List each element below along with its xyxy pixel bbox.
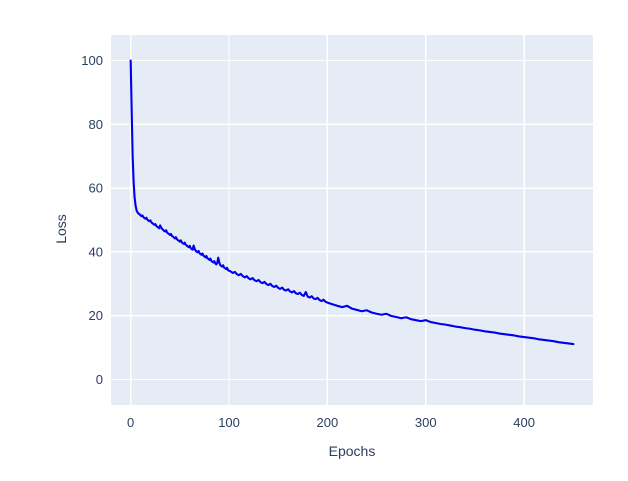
y-tick-label: 100 xyxy=(81,53,103,68)
y-gridlines xyxy=(111,59,593,381)
y-tick-label: 20 xyxy=(89,308,103,323)
y-tick-label: 60 xyxy=(89,181,103,196)
y-tick-label: 40 xyxy=(89,244,103,259)
x-gridlines xyxy=(129,35,525,405)
x-tick-label: 100 xyxy=(218,415,240,430)
x-tick-label: 400 xyxy=(513,415,535,430)
x-axis-tick-labels: 0 100 200 300 400 xyxy=(127,415,535,430)
loss-series-line xyxy=(129,59,575,346)
y-axis-title: Loss xyxy=(53,214,69,244)
x-tick-label: 200 xyxy=(317,415,339,430)
x-tick-label: 300 xyxy=(415,415,437,430)
y-tick-label: 0 xyxy=(96,372,103,387)
y-tick-label: 80 xyxy=(89,117,103,132)
x-tick-label: 0 xyxy=(127,415,134,430)
x-axis-title: Epochs xyxy=(329,443,376,459)
y-axis-tick-labels: 0 20 40 60 80 100 xyxy=(81,53,103,387)
plot-area-background xyxy=(111,35,593,405)
